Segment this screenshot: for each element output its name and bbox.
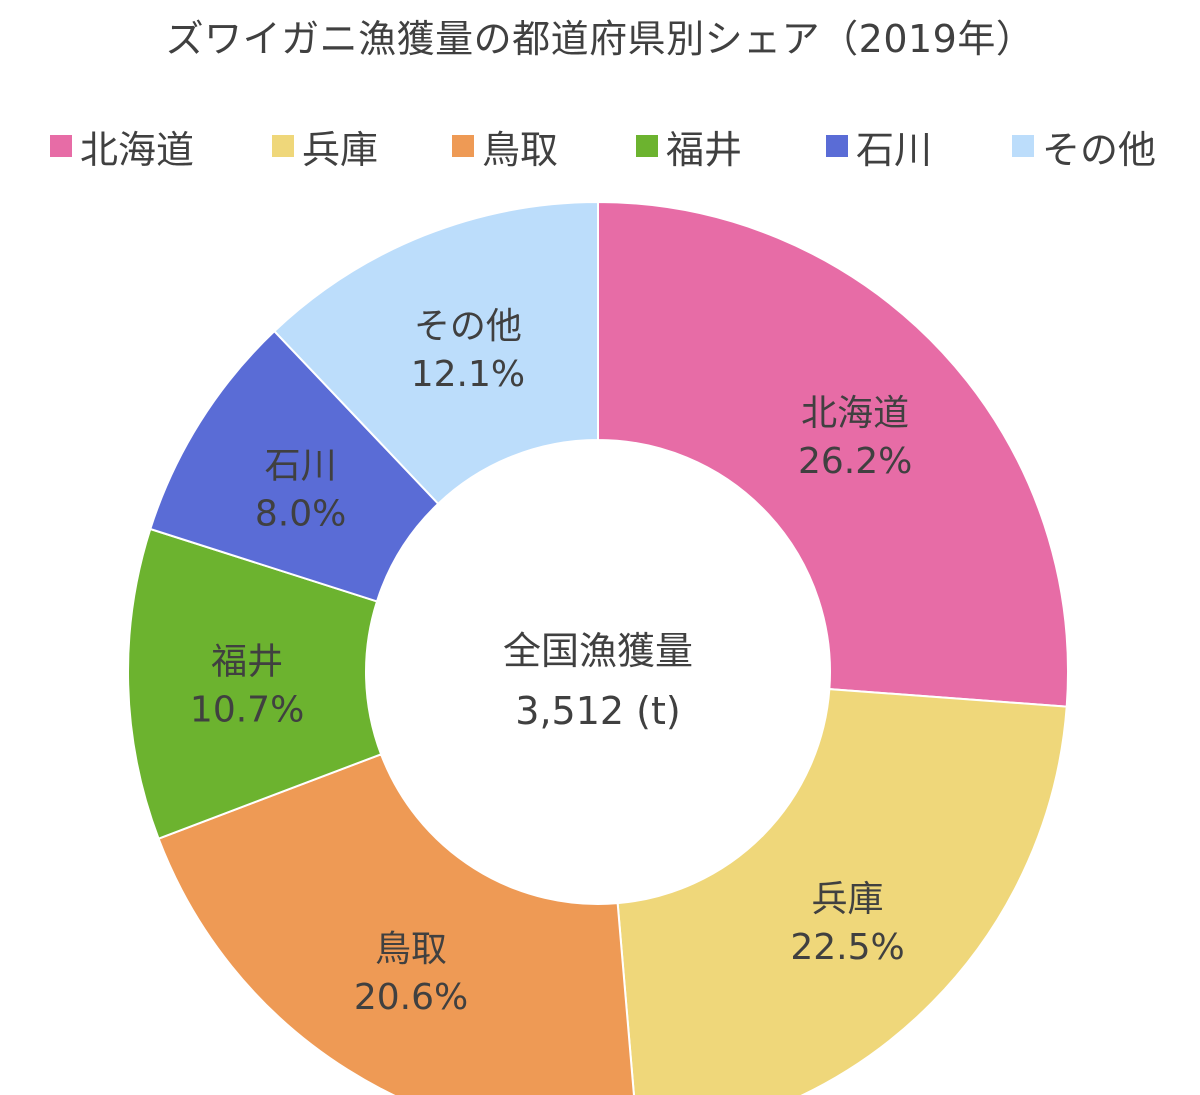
donut-slice [272, 200, 599, 506]
legend-swatch [272, 135, 294, 157]
slice-category-label: 石川 [265, 445, 337, 486]
donut-slice [127, 527, 383, 840]
donut-slice [597, 200, 1069, 708]
legend-swatch [636, 135, 658, 157]
legend-label: 北海道 [80, 127, 195, 172]
slice-category-label: 鳥取 [375, 929, 447, 970]
slice-value-label: 10.7% [190, 689, 304, 730]
slice-value-label: 20.6% [354, 977, 468, 1018]
slice-value-label: 12.1% [411, 354, 525, 395]
legend-item: 石川 [826, 118, 932, 174]
legend-swatch [452, 135, 474, 157]
slice-category-label: その他 [414, 306, 522, 347]
legend-item: 福井 [636, 118, 742, 174]
slice-category-label: 福井 [211, 641, 283, 682]
slice-category-label: 北海道 [801, 393, 909, 434]
legend-label: 石川 [856, 127, 933, 172]
legend-label: 兵庫 [302, 127, 379, 172]
legend-item: 兵庫 [272, 118, 378, 174]
legend-swatch [50, 135, 72, 157]
legend-swatch [826, 135, 848, 157]
chart-title: ズワイガニ漁獲量の都道府県別シェア（2019年） [165, 17, 1035, 61]
legend-label: 福井 [666, 127, 743, 172]
slice-category-label: 兵庫 [812, 879, 884, 920]
legend-swatch [1012, 135, 1034, 157]
slice-value-label: 22.5% [790, 927, 904, 968]
center-value: 3,512 (t) [515, 689, 680, 733]
legend-label: 鳥取 [482, 127, 559, 172]
legend-item: 鳥取 [452, 118, 558, 174]
legend-item: 北海道 [50, 118, 194, 174]
donut-slice [616, 688, 1068, 1095]
chart-legend: 北海道 兵庫 鳥取 福井 石川 その他 [0, 118, 1200, 174]
center-label: 全国漁獲量 [503, 629, 693, 673]
legend-item: その他 [1012, 118, 1156, 174]
legend-label: その他 [1042, 127, 1157, 172]
slice-value-label: 26.2% [798, 441, 912, 482]
donut-slice [157, 752, 635, 1095]
slice-value-label: 8.0% [255, 493, 346, 534]
